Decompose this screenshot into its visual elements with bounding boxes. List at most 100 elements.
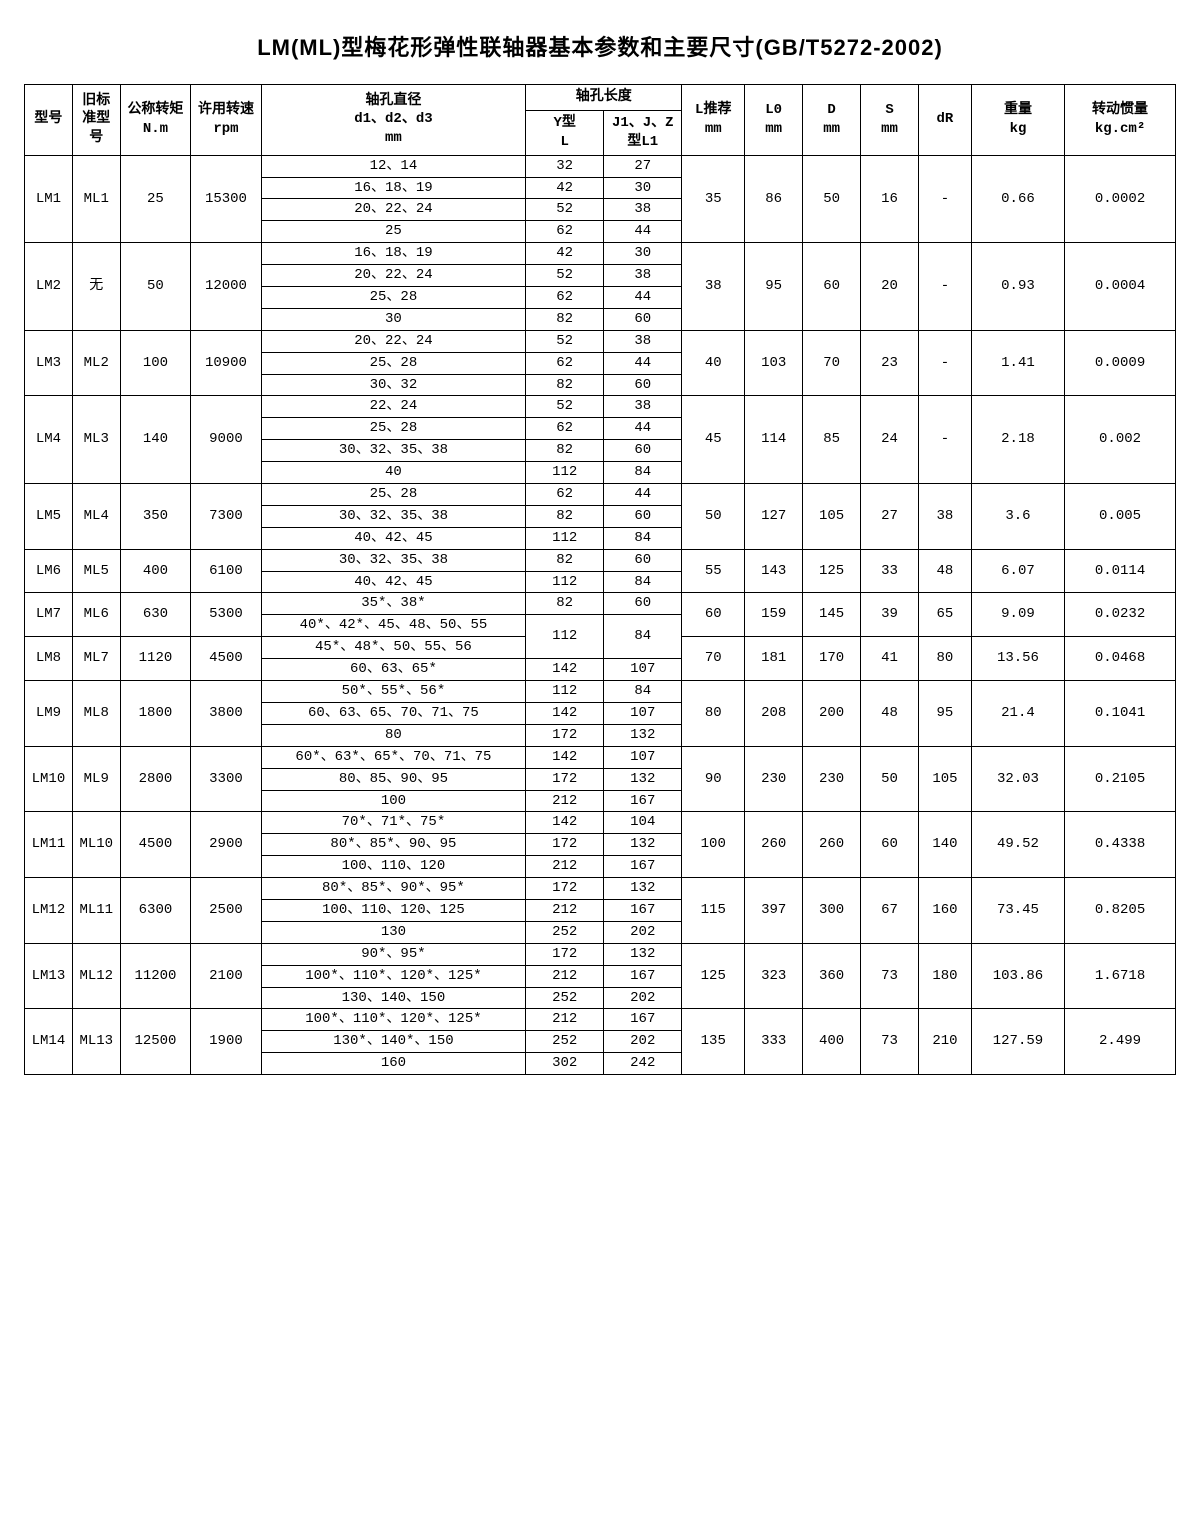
cell-weight: 73.45 xyxy=(971,878,1064,944)
cell-l1: 202 xyxy=(604,921,682,943)
cell-l0: 103 xyxy=(745,330,803,396)
cell-dia: 105 xyxy=(803,484,861,550)
col-shaft-len-y: Y型L xyxy=(526,110,604,155)
cell-yl: 62 xyxy=(526,484,604,506)
cell-shaft-d: 20、22、24 xyxy=(261,330,525,352)
cell-dia: 360 xyxy=(803,943,861,1009)
cell-dia: 260 xyxy=(803,812,861,878)
cell-inertia: 0.4338 xyxy=(1065,812,1176,878)
cell-old-model: ML8 xyxy=(72,681,120,747)
cell-l0: 181 xyxy=(745,637,803,681)
cell-l1: 30 xyxy=(604,243,682,265)
cell-l0: 127 xyxy=(745,484,803,550)
cell-l1: 167 xyxy=(604,965,682,987)
cell-shaft-d: 20、22、24 xyxy=(261,199,525,221)
cell-shaft-d: 40 xyxy=(261,462,525,484)
cell-shaft-d: 45*、48*、50、55、56 xyxy=(261,637,525,659)
cell-l1: 84 xyxy=(604,681,682,703)
cell-dr: 65 xyxy=(919,593,972,637)
cell-l1: 38 xyxy=(604,199,682,221)
cell-l0: 230 xyxy=(745,746,803,812)
cell-old-model: ML12 xyxy=(72,943,120,1009)
cell-old-model: ML7 xyxy=(72,637,120,681)
cell-yl: 52 xyxy=(526,265,604,287)
cell-torque: 4500 xyxy=(120,812,191,878)
cell-shaft-d: 16、18、19 xyxy=(261,243,525,265)
cell-torque: 630 xyxy=(120,593,191,637)
cell-dr: 38 xyxy=(919,484,972,550)
cell-l1: 60 xyxy=(604,505,682,527)
cell-torque: 100 xyxy=(120,330,191,396)
col-torque: 公称转矩N.m xyxy=(120,85,191,156)
col-l0: L0mm xyxy=(745,85,803,156)
cell-s: 23 xyxy=(861,330,919,396)
cell-l1: 60 xyxy=(604,308,682,330)
cell-inertia: 0.1041 xyxy=(1065,681,1176,747)
table-body: LM1ML1251530012、14322735865016-0.660.000… xyxy=(25,155,1176,1074)
cell-lrec: 40 xyxy=(682,330,745,396)
table-row: LM10ML92800330060*、63*、65*、70、71、7514210… xyxy=(25,746,1176,768)
cell-l1: 167 xyxy=(604,1009,682,1031)
cell-l0: 260 xyxy=(745,812,803,878)
cell-yl: 112 xyxy=(526,615,604,659)
cell-l1: 202 xyxy=(604,987,682,1009)
cell-s: 67 xyxy=(861,878,919,944)
cell-torque: 1120 xyxy=(120,637,191,681)
table-row: LM13ML1211200210090*、95*1721321253233607… xyxy=(25,943,1176,965)
cell-yl: 52 xyxy=(526,330,604,352)
cell-shaft-d: 60*、63*、65*、70、71、75 xyxy=(261,746,525,768)
cell-model: LM6 xyxy=(25,549,73,593)
cell-weight: 103.86 xyxy=(971,943,1064,1009)
cell-inertia: 0.002 xyxy=(1065,396,1176,484)
table-row: LM7ML6630530035*、38*82606015914539659.09… xyxy=(25,593,1176,615)
cell-l1: 60 xyxy=(604,440,682,462)
cell-l1: 44 xyxy=(604,352,682,374)
cell-l0: 159 xyxy=(745,593,803,637)
cell-s: 60 xyxy=(861,812,919,878)
cell-l1: 30 xyxy=(604,177,682,199)
cell-l1: 44 xyxy=(604,221,682,243)
cell-torque: 400 xyxy=(120,549,191,593)
table-row: LM14ML13125001900100*、110*、120*、125*2121… xyxy=(25,1009,1176,1031)
cell-dr: 48 xyxy=(919,549,972,593)
cell-l0: 323 xyxy=(745,943,803,1009)
cell-yl: 212 xyxy=(526,790,604,812)
cell-speed: 2100 xyxy=(191,943,262,1009)
cell-weight: 127.59 xyxy=(971,1009,1064,1075)
cell-l0: 95 xyxy=(745,243,803,331)
cell-s: 16 xyxy=(861,155,919,243)
cell-dr: 160 xyxy=(919,878,972,944)
cell-lrec: 135 xyxy=(682,1009,745,1075)
cell-l1: 44 xyxy=(604,484,682,506)
cell-l1: 38 xyxy=(604,265,682,287)
cell-speed: 4500 xyxy=(191,637,262,681)
cell-shaft-d: 80 xyxy=(261,724,525,746)
cell-speed: 3300 xyxy=(191,746,262,812)
cell-shaft-d: 30、32 xyxy=(261,374,525,396)
cell-shaft-d: 100、110、120、125 xyxy=(261,899,525,921)
cell-l0: 397 xyxy=(745,878,803,944)
cell-shaft-d: 100、110、120 xyxy=(261,856,525,878)
cell-l1: 60 xyxy=(604,593,682,615)
col-shaft-len: 轴孔长度 xyxy=(526,85,682,111)
cell-shaft-d: 60、63、65、70、71、75 xyxy=(261,702,525,724)
cell-model: LM10 xyxy=(25,746,73,812)
cell-yl: 212 xyxy=(526,856,604,878)
cell-dr: 210 xyxy=(919,1009,972,1075)
col-shaft-len-jz: J1、J、Z型L1 xyxy=(604,110,682,155)
cell-yl: 172 xyxy=(526,768,604,790)
cell-shaft-d: 40*、42*、45、48、50、55 xyxy=(261,615,525,637)
col-speed: 许用转速rpm xyxy=(191,85,262,156)
cell-model: LM14 xyxy=(25,1009,73,1075)
cell-yl: 82 xyxy=(526,308,604,330)
cell-dia: 85 xyxy=(803,396,861,484)
cell-l1: 38 xyxy=(604,396,682,418)
cell-l1: 60 xyxy=(604,374,682,396)
cell-shaft-d: 30、32、35、38 xyxy=(261,505,525,527)
cell-inertia: 0.0114 xyxy=(1065,549,1176,593)
page-title: LM(ML)型梅花形弹性联轴器基本参数和主要尺寸(GB/T5272-2002) xyxy=(24,30,1176,62)
cell-yl: 32 xyxy=(526,155,604,177)
cell-speed: 9000 xyxy=(191,396,262,484)
cell-s: 48 xyxy=(861,681,919,747)
cell-l1: 167 xyxy=(604,856,682,878)
